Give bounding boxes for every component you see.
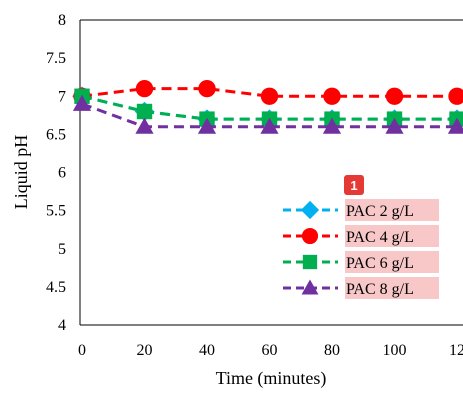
y-axis-ticks: 4 4.5 5 5.5 6 6.5 7 7.5 8 xyxy=(46,12,66,334)
badge-background xyxy=(344,175,364,195)
data-point-marker xyxy=(447,117,463,134)
data-point-marker xyxy=(72,94,92,111)
x-tick-label: 20 xyxy=(137,342,153,359)
legend-label-highlight xyxy=(345,277,439,299)
data-point-marker xyxy=(300,200,320,220)
data-point-marker xyxy=(323,87,341,105)
y-tick-label: 5 xyxy=(58,241,66,258)
legend-label: PAC 6 g/L xyxy=(346,255,414,272)
plot-area xyxy=(80,20,463,325)
badge-label: 1 xyxy=(350,178,357,193)
data-point-marker xyxy=(301,279,319,295)
y-tick-label: 6 xyxy=(58,165,66,182)
y-tick-label: 4 xyxy=(58,317,66,334)
data-point-marker xyxy=(260,117,279,134)
data-point-marker xyxy=(135,79,154,98)
legend-entry: PAC 8 g/L xyxy=(283,277,439,299)
legend-label: PAC 8 g/L xyxy=(346,281,414,298)
data-point-marker xyxy=(385,117,404,134)
y-axis-title: Liquid pH xyxy=(11,135,31,210)
legend: PAC 2 g/L PAC 4 g/L PAC 6 g/L PAC 8 g/L xyxy=(283,199,439,299)
y-tick-label: 5.5 xyxy=(46,203,66,220)
legend-label: PAC 2 g/L xyxy=(346,203,414,220)
x-tick-label: 100 xyxy=(383,342,407,359)
legend-label: PAC 4 g/L xyxy=(346,229,414,246)
series-layer xyxy=(72,79,463,134)
data-point-marker xyxy=(302,254,318,270)
annotation-badge: 1 xyxy=(344,175,364,195)
data-point-marker xyxy=(198,79,216,98)
x-tick-label: 12 xyxy=(449,342,463,359)
data-point-marker xyxy=(322,117,342,134)
legend-label-highlight xyxy=(345,199,439,221)
x-tick-label: 40 xyxy=(199,342,215,359)
series-4 xyxy=(72,94,463,134)
legend-label-highlight xyxy=(345,251,439,273)
x-axis-title: Time (minutes) xyxy=(216,368,327,389)
data-point-marker xyxy=(197,117,217,134)
data-point-marker xyxy=(136,103,153,120)
data-point-marker xyxy=(448,87,463,105)
x-tick-label: 80 xyxy=(324,342,340,359)
y-tick-label: 7.5 xyxy=(46,50,66,67)
legend-entry: PAC 2 g/L xyxy=(283,199,439,221)
x-tick-label: 0 xyxy=(78,342,86,359)
data-point-marker xyxy=(301,227,319,245)
y-tick-label: 6.5 xyxy=(46,126,66,143)
legend-entry: PAC 4 g/L xyxy=(283,225,439,247)
y-tick-label: 8 xyxy=(58,12,66,29)
legend-label-highlight xyxy=(345,225,439,247)
data-point-marker xyxy=(260,87,279,105)
y-tick-label: 7 xyxy=(58,88,66,105)
legend-entry: PAC 6 g/L xyxy=(283,251,439,273)
y-tick-label: 4.5 xyxy=(46,279,66,296)
x-tick-label: 60 xyxy=(262,342,278,359)
data-point-marker xyxy=(135,117,154,134)
x-axis-ticks: 0 20 40 60 80 100 12 xyxy=(78,342,463,359)
data-point-marker xyxy=(385,87,404,105)
